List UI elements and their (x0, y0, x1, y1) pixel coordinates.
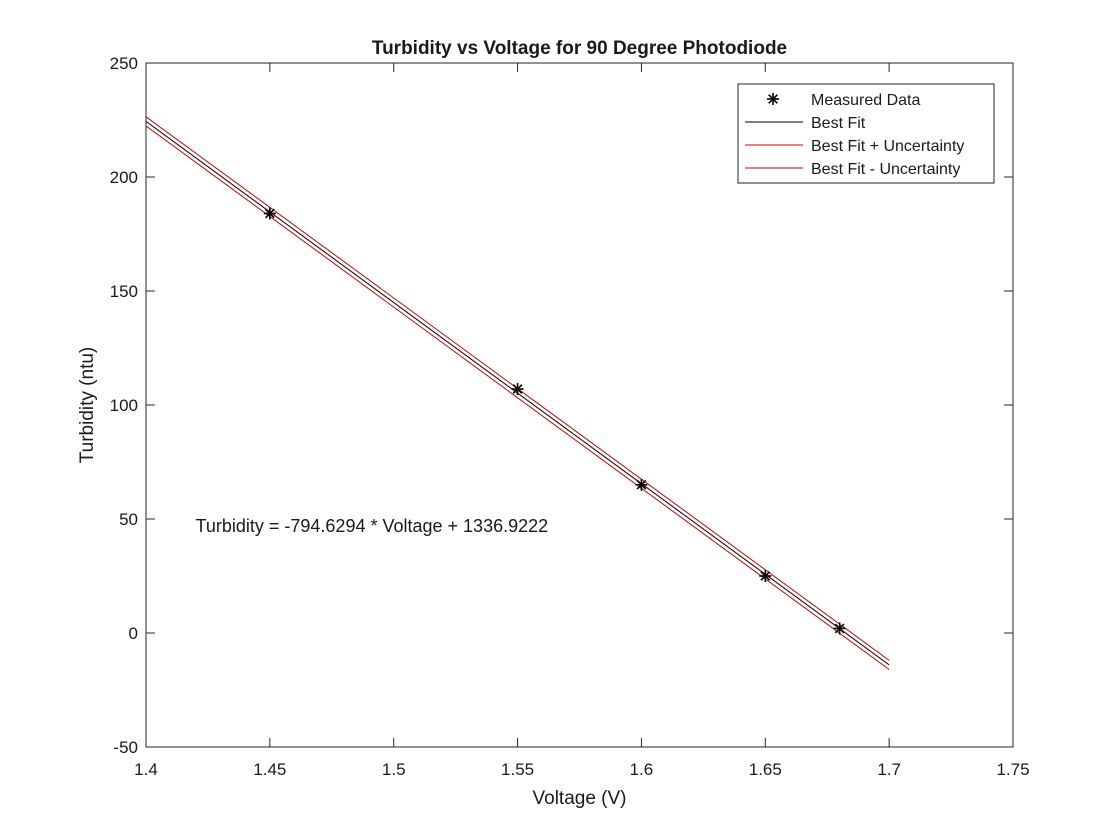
plot-layer (145, 116, 890, 670)
legend-label: Best Fit (811, 115, 866, 132)
data-point (833, 622, 846, 635)
legend-item: Measured Data (767, 92, 920, 109)
data-point (759, 570, 772, 582)
y-tick-label: 0 (129, 624, 138, 643)
ticks-layer: 1.4 1.45 1.5 1.55 1.6 1.65 1.7 1.75 -50 0 50 100 150… (110, 54, 1030, 779)
legend: Measured Data Best Fit Best Fit + Uncertai… (737, 83, 995, 184)
legend-box (737, 83, 995, 184)
fit-equation-annotation: Turbidity = -794.6294 * Voltage + 1336.9… (196, 516, 549, 536)
legend-item: Best Fit + Uncertainty (745, 138, 964, 155)
y-tick-label: -50 (113, 738, 138, 757)
legend-label: Best Fit - Uncertainty (811, 161, 960, 178)
data-point (635, 478, 648, 491)
y-tick-label: 250 (110, 54, 138, 73)
legend-label: Best Fit + Uncertainty (811, 138, 964, 155)
x-tick-label: 1.65 (749, 760, 782, 779)
data-point (511, 383, 524, 396)
x-tick-label: 1.45 (253, 760, 286, 779)
x-axis-label: Voltage (V) (533, 788, 627, 809)
x-tick-label: 1.6 (630, 760, 654, 779)
x-tick-label: 1.75 (996, 760, 1029, 779)
y-tick-label: 200 (110, 168, 138, 187)
y-axis-label: Turbidity (ntu) (77, 347, 98, 464)
x-tick-label: 1.7 (877, 760, 901, 779)
chart-title: Turbidity vs Voltage for 90 Degree Photo… (372, 38, 787, 59)
y-tick-label: 50 (119, 510, 138, 529)
y-tick-label: 100 (110, 396, 138, 415)
x-tick-label: 1.55 (501, 760, 534, 779)
legend-item: Best Fit - Uncertainty (745, 161, 960, 178)
legend-item: Best Fit (745, 115, 866, 132)
legend-label: Measured Data (811, 92, 920, 109)
legend-marker (767, 93, 779, 105)
y-tick-label: 150 (110, 282, 138, 301)
data-point (263, 207, 276, 220)
legend-items: Measured Data Best Fit Best Fit + Uncertai… (745, 92, 964, 178)
x-tick-label: 1.5 (382, 760, 406, 779)
x-tick-label: 1.4 (134, 760, 158, 779)
